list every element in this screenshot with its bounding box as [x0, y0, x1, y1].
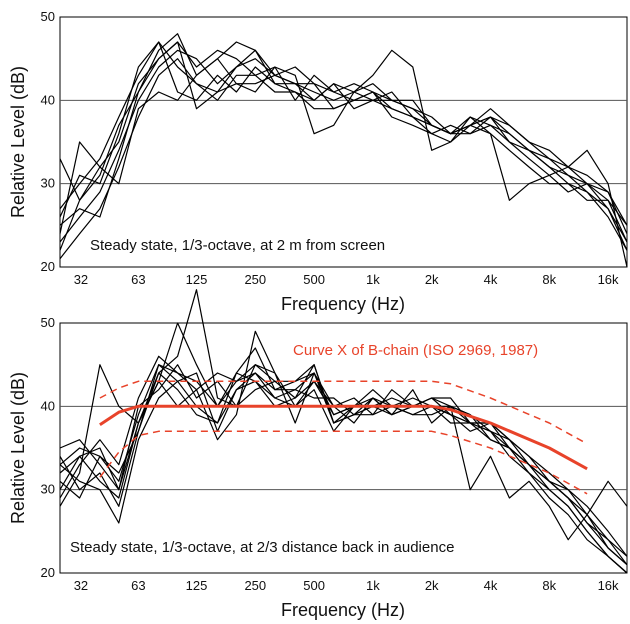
bottom-x-tick-label: 500	[303, 578, 325, 593]
top-series-lines	[59, 33, 628, 268]
bottom-series-line-9	[59, 364, 628, 566]
bottom-annotation: Steady state, 1/3-octave, at 2/3 distanc…	[70, 539, 454, 556]
reference-curve-line	[99, 404, 588, 471]
top-y-tick-label: 20	[41, 259, 55, 274]
top-series-line-6	[59, 41, 628, 251]
bottom-series-line-8	[59, 330, 628, 541]
bottom-series-line-4	[59, 364, 628, 566]
bottom-y-tick-label: 40	[41, 398, 55, 413]
bottom-x-tick-label: 250	[244, 578, 266, 593]
top-series-line-5	[59, 41, 628, 251]
bottom-x-tick-label: 32	[74, 578, 88, 593]
bottom-series-line-1	[59, 322, 628, 574]
bottom-x-tick-label: 2k	[425, 578, 439, 593]
top-plot-frame	[59, 16, 628, 268]
bottom-y-axis-label: Relative Level (dB)	[8, 372, 28, 524]
bottom-x-tick-label: 4k	[484, 578, 498, 593]
top-x-tick-label: 16k	[598, 272, 619, 287]
bottom-y-tick-label: 20	[41, 565, 55, 580]
top-gridlines	[60, 99, 627, 185]
top-x-tick-label: 2k	[425, 272, 439, 287]
top-x-tick-label: 125	[186, 272, 208, 287]
top-x-tick-label: 32	[74, 272, 88, 287]
top-y-tick-label: 40	[41, 92, 55, 107]
reference-curve-label: Curve X of B-chain (ISO 2969, 1987)	[293, 342, 538, 359]
top-x-axis-label: Frequency (Hz)	[281, 294, 405, 314]
bottom-x-tick-labels: 32 63 125 250 500 1k 2k 4k 8k 16k	[74, 578, 619, 593]
bottom-x-tick-label: 16k	[598, 578, 619, 593]
top-x-tick-label: 63	[131, 272, 145, 287]
bottom-x-tick-label: 1k	[366, 578, 380, 593]
bottom-series-lines	[59, 289, 628, 574]
top-series-line-8	[59, 41, 628, 226]
bottom-series-line-5	[59, 355, 628, 557]
bottom-x-tick-label: 63	[131, 578, 145, 593]
bottom-x-axis-label: Frequency (Hz)	[281, 600, 405, 620]
bottom-series-line-7	[59, 372, 628, 574]
tolerance-upper-line	[99, 380, 588, 445]
bottom-series-line-6	[59, 364, 628, 574]
bottom-plot-frame	[59, 322, 628, 574]
top-annotation: Steady state, 1/3-octave, at 2 m from sc…	[90, 237, 385, 254]
tolerance-lower-line	[99, 430, 588, 495]
bottom-chart: 20 30 40 50 32 63 125 250 500 1k 2k 4k 8k 16k Curve …	[8, 289, 628, 620]
bottom-x-tick-label: 125	[186, 578, 208, 593]
top-series-line-7	[59, 49, 628, 268]
bottom-y-tick-label: 50	[41, 315, 55, 330]
top-y-tick-labels: 20 30 40 50	[41, 9, 55, 274]
top-y-axis-label: Relative Level (dB)	[8, 66, 28, 218]
bottom-y-tick-label: 30	[41, 482, 55, 497]
top-x-tick-label: 250	[244, 272, 266, 287]
bottom-x-tick-label: 8k	[542, 578, 556, 593]
top-chart: 20 30 40 50 32 63 125 250 500 1k 2k 4k 8k 16k Steady…	[8, 9, 628, 314]
top-y-tick-label: 30	[41, 176, 55, 191]
top-x-tick-label: 4k	[484, 272, 498, 287]
top-series-line-2	[59, 41, 628, 251]
top-y-tick-label: 50	[41, 9, 55, 24]
top-series-line-3	[59, 49, 628, 243]
bottom-y-tick-labels: 20 30 40 50	[41, 315, 55, 580]
top-x-tick-label: 1k	[366, 272, 380, 287]
top-x-tick-label: 500	[303, 272, 325, 287]
bottom-reference-curves	[99, 380, 588, 495]
top-x-tick-labels: 32 63 125 250 500 1k 2k 4k 8k 16k	[74, 272, 619, 287]
top-x-tick-label: 8k	[542, 272, 556, 287]
